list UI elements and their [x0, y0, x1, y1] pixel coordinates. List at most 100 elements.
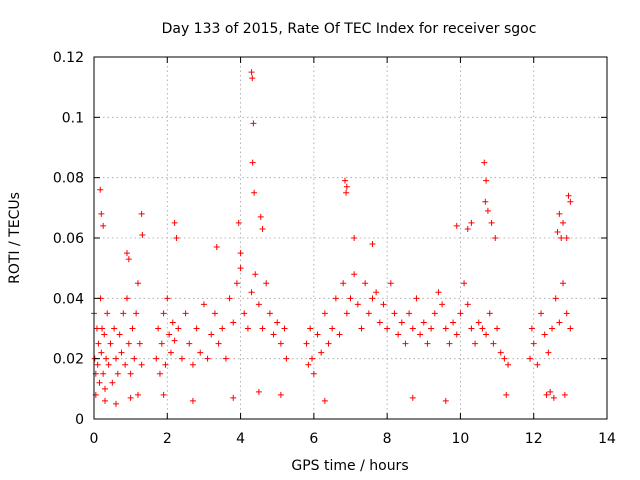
data-point — [342, 177, 349, 184]
data-point — [193, 325, 200, 332]
data-point — [446, 340, 453, 347]
data-point — [98, 210, 105, 217]
data-point — [464, 225, 471, 232]
data-point — [173, 235, 180, 241]
data-point — [136, 340, 143, 347]
data-point — [112, 400, 119, 407]
data-point — [373, 289, 380, 296]
data-point — [464, 301, 471, 308]
data-point — [376, 319, 383, 326]
data-point — [127, 394, 134, 401]
data-point — [138, 210, 145, 217]
data-point — [281, 325, 288, 332]
data-point — [450, 319, 457, 326]
data-point — [95, 340, 102, 347]
data-point — [558, 235, 565, 241]
data-point — [554, 228, 561, 235]
data-point — [160, 391, 167, 398]
data-point — [549, 325, 556, 332]
data-point — [475, 319, 482, 326]
data-point — [543, 391, 550, 398]
data-point — [211, 310, 218, 317]
data-point — [94, 361, 101, 368]
data-point — [561, 391, 568, 398]
data-point — [101, 331, 108, 338]
data-point — [417, 331, 424, 338]
data-point — [567, 325, 574, 332]
data-point — [129, 325, 136, 332]
data-point — [274, 319, 281, 326]
data-point — [257, 213, 264, 220]
data-point — [567, 198, 574, 205]
data-point — [503, 391, 510, 398]
data-point — [347, 295, 354, 302]
data-point — [93, 325, 100, 332]
data-point — [153, 355, 160, 362]
data-point — [565, 192, 572, 199]
data-point — [556, 319, 563, 326]
data-point — [483, 331, 490, 338]
data-point — [468, 325, 475, 332]
data-point — [406, 310, 413, 317]
data-point — [105, 361, 112, 368]
data-point — [158, 340, 165, 347]
data-point — [283, 355, 290, 362]
data-point — [111, 325, 118, 332]
data-point — [171, 219, 178, 226]
data-point — [354, 301, 361, 308]
data-point — [249, 159, 256, 166]
data-point — [527, 355, 534, 362]
data-point — [167, 349, 174, 356]
data-point — [497, 349, 504, 356]
data-point — [457, 310, 464, 317]
data-point — [560, 280, 567, 287]
data-point — [182, 310, 189, 317]
y-tick-label: 0.02 — [53, 352, 84, 368]
data-point — [171, 337, 178, 344]
x-tick-labels: 0 2 4 6 8 10 12 14 — [90, 431, 616, 447]
data-point — [329, 325, 336, 332]
data-point — [358, 325, 365, 332]
data-point — [538, 310, 545, 317]
data-point — [259, 325, 266, 332]
data-point — [442, 397, 449, 404]
data-point — [472, 340, 479, 347]
data-point — [160, 310, 167, 317]
y-tick-label: 0.06 — [53, 231, 84, 247]
data-point — [97, 186, 104, 193]
data-point — [213, 244, 220, 251]
data-point — [248, 289, 255, 296]
data-point — [248, 69, 255, 76]
data-point — [343, 310, 350, 317]
x-tick-label: 12 — [525, 431, 543, 447]
data-point — [307, 325, 314, 332]
x-tick-label: 14 — [598, 431, 616, 447]
data-point — [321, 397, 328, 404]
data-point — [391, 310, 398, 317]
data-point — [428, 325, 435, 332]
data-point — [122, 361, 129, 368]
data-point — [259, 225, 266, 232]
data-point — [314, 331, 321, 338]
chart-title: Day 133 of 2015, Rate Of TEC Index for r… — [162, 21, 537, 37]
data-point — [365, 310, 372, 317]
data-point — [479, 325, 486, 332]
data-point — [226, 295, 233, 302]
y-tick-labels: 0 0.02 0.04 0.06 0.08 0.1 0.12 — [53, 50, 84, 428]
data-point — [351, 235, 358, 241]
data-point — [560, 219, 567, 226]
data-point — [488, 219, 495, 226]
y-tick-label: 0 — [75, 412, 84, 428]
data-point — [277, 340, 284, 347]
data-point — [309, 355, 316, 362]
data-point — [237, 265, 244, 272]
data-point — [118, 349, 125, 356]
data-point — [305, 361, 312, 368]
data-point — [204, 355, 211, 362]
data-point — [134, 280, 141, 287]
data-point — [310, 370, 317, 377]
data-point — [505, 361, 512, 368]
data-point — [439, 301, 446, 308]
